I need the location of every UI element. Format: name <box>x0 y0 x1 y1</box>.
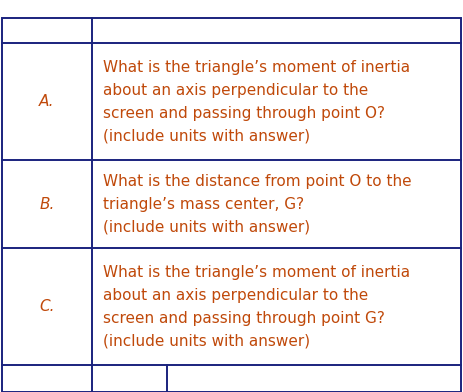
Text: A.: A. <box>39 94 55 109</box>
Text: screen and passing through point O?: screen and passing through point O? <box>103 105 385 121</box>
Text: about an axis perpendicular to the: about an axis perpendicular to the <box>103 83 369 98</box>
Text: What is the distance from point O to the: What is the distance from point O to the <box>103 174 412 189</box>
Text: screen and passing through point G?: screen and passing through point G? <box>103 310 385 326</box>
Text: about an axis perpendicular to the: about an axis perpendicular to the <box>103 288 369 303</box>
Text: What is the triangle’s moment of inertia: What is the triangle’s moment of inertia <box>103 265 410 280</box>
Text: triangle’s mass center, G?: triangle’s mass center, G? <box>103 197 304 212</box>
Text: (include units with answer): (include units with answer) <box>103 220 310 234</box>
Text: (include units with answer): (include units with answer) <box>103 333 310 348</box>
Text: C.: C. <box>39 299 55 314</box>
Text: B.: B. <box>39 197 55 212</box>
Text: (include units with answer): (include units with answer) <box>103 128 310 143</box>
Text: What is the triangle’s moment of inertia: What is the triangle’s moment of inertia <box>103 60 410 75</box>
